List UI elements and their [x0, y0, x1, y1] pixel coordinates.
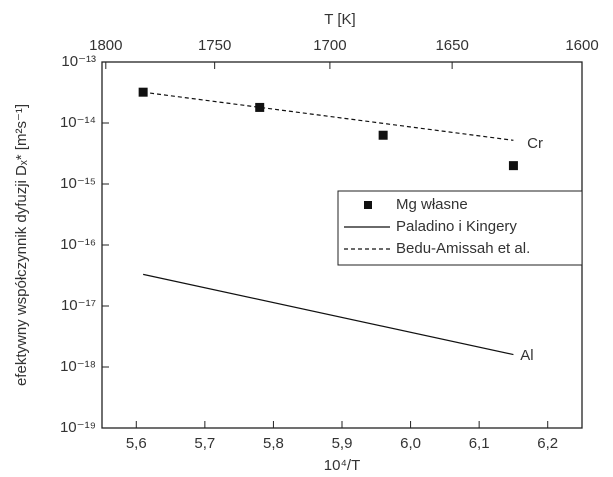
annotation: Al	[520, 347, 533, 364]
point	[255, 102, 265, 112]
y-tick-label: 10⁻¹⁷	[61, 297, 96, 314]
top-tick-label: 1750	[198, 37, 231, 54]
legend-box	[337, 190, 583, 266]
point	[378, 130, 388, 140]
line	[143, 273, 514, 356]
y-tick-label: 10⁻¹⁵	[60, 175, 96, 192]
x-tick-label: 6,0	[400, 435, 421, 452]
x-tick-label: 5,9	[332, 435, 353, 452]
x-tick-label: 6,1	[469, 435, 490, 452]
point	[508, 161, 518, 171]
x-tick-label: 6,2	[537, 435, 558, 452]
line	[143, 91, 514, 141]
y-tick-label: 10⁻¹³	[61, 53, 96, 70]
top-tick-label: 1600	[565, 37, 598, 54]
y-tick-label: 10⁻¹⁹	[60, 419, 96, 436]
y-tick-label: 10⁻¹⁶	[60, 236, 96, 253]
x-tick-label: 5,6	[126, 435, 147, 452]
legend-label: Bedu-Amissah et al.	[396, 240, 530, 257]
y-axis-title: efektywny współczynnik dyfuzji Dₓ* [m²s⁻…	[13, 104, 30, 386]
y-tick-label: 10⁻¹⁸	[60, 358, 96, 375]
top-axis-title: T [K]	[324, 11, 355, 28]
annotation: Cr	[527, 135, 543, 152]
x-tick-label: 5,8	[263, 435, 284, 452]
legend-label: Paladino i Kingery	[396, 218, 517, 235]
y-tick-label: 10⁻¹⁴	[60, 114, 96, 131]
top-tick-label: 1650	[435, 37, 468, 54]
x-tick-label: 5,7	[194, 435, 215, 452]
top-tick-label: 1700	[313, 37, 346, 54]
legend-label: Mg własne	[396, 196, 468, 213]
top-tick-label: 1800	[89, 37, 122, 54]
legend-marker	[364, 201, 372, 209]
x-axis-title: 10⁴/T	[324, 457, 360, 474]
